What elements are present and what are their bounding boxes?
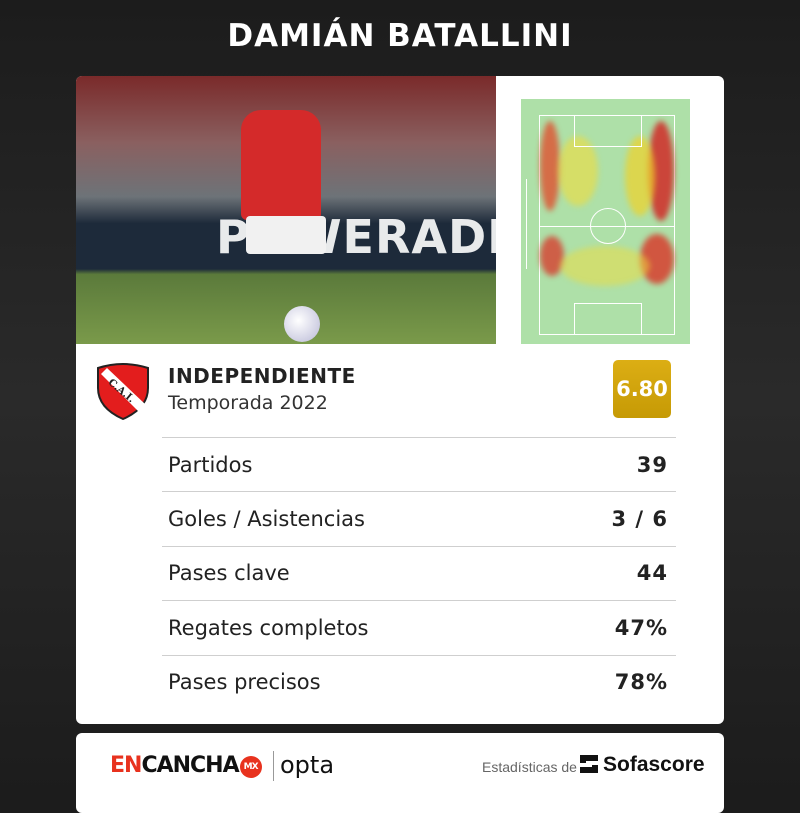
sofascore-icon (580, 755, 598, 773)
divider (273, 751, 274, 781)
stat-value: 44 (636, 561, 668, 586)
team-crest-icon: C.A.I. (97, 363, 149, 420)
player-photo: POWERADE (76, 76, 496, 344)
rating-badge: 6.80 (613, 360, 671, 418)
stat-row-partidos: Partidos 39 (162, 437, 676, 491)
encancha-logo: ENCANCHA MX (110, 753, 262, 778)
season-label: Temporada 2022 (168, 392, 328, 414)
pitch (539, 115, 675, 335)
player-shorts (246, 216, 326, 254)
stat-row-pases-clave: Pases clave 44 (162, 545, 676, 600)
stats-table: Partidos 39 Goles / Asistencias 3 / 6 Pase… (162, 437, 676, 709)
team-name: INDEPENDIENTE (168, 364, 356, 388)
player-figure (241, 110, 321, 220)
heatmap (521, 99, 690, 344)
stat-label: Pases clave (168, 561, 290, 586)
stat-row-pases-precisos: Pases precisos 78% (162, 654, 676, 709)
stat-row-goles-asistencias: Goles / Asistencias 3 / 6 (162, 491, 676, 545)
player-card: POWERADE C.A.I. INDEPENDIENTE Temporada … (76, 76, 724, 724)
stat-label: Regates completos (168, 615, 369, 640)
stat-label: Partidos (168, 452, 253, 477)
stat-value: 78% (614, 670, 668, 695)
stat-row-regates: Regates completos 47% (162, 600, 676, 654)
attack-direction-arrow-icon (526, 179, 527, 269)
stats-source-label: Estadísticas de (482, 759, 577, 775)
player-name: DAMIÁN BATALLINI (227, 18, 573, 54)
stat-value: 39 (636, 452, 668, 477)
ball (284, 306, 320, 342)
stat-label: Pases precisos (168, 670, 321, 695)
stat-value: 47% (614, 615, 668, 640)
stat-label: Goles / Asistencias (168, 507, 365, 532)
sofascore-logo: Sofascore (603, 753, 705, 776)
footer: ENCANCHA MX opta Estadísticas de Sofascor… (76, 733, 724, 813)
opta-logo: opta (280, 751, 335, 779)
stat-value: 3 / 6 (611, 507, 668, 532)
